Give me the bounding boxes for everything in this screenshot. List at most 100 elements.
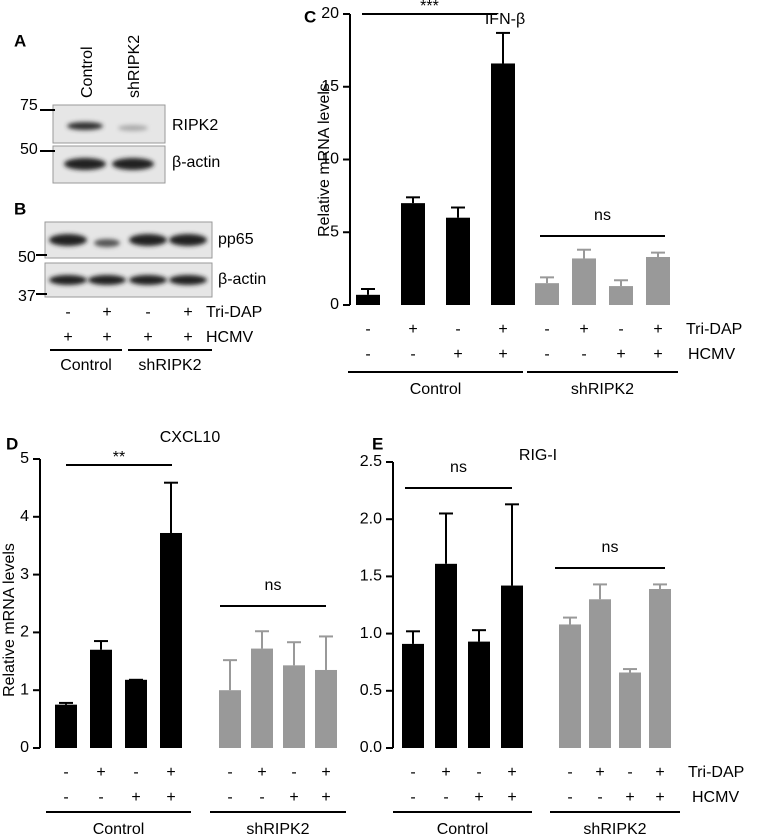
condition-sign: - bbox=[544, 346, 549, 363]
condition-label: HCMV bbox=[206, 329, 253, 346]
condition-sign: + bbox=[616, 346, 625, 363]
condition-sign: + bbox=[498, 321, 507, 338]
condition-sign: + bbox=[289, 789, 298, 806]
bar bbox=[619, 672, 641, 748]
condition-sign: + bbox=[408, 321, 417, 338]
y-tick-label: 2 bbox=[20, 624, 29, 641]
marker-label: 50 bbox=[20, 141, 38, 158]
band bbox=[129, 275, 167, 285]
condition-sign: - bbox=[291, 764, 296, 781]
condition-sign: - bbox=[145, 304, 150, 321]
bar bbox=[401, 203, 425, 305]
y-tick-label: 0.5 bbox=[360, 682, 382, 699]
chart-title: RIG-I bbox=[519, 447, 557, 464]
y-tick-label: 2.0 bbox=[360, 510, 382, 527]
condition-sign: - bbox=[410, 789, 415, 806]
bar bbox=[402, 643, 424, 748]
bar bbox=[468, 641, 490, 748]
band-label: β-actin bbox=[218, 271, 266, 288]
condition-sign: + bbox=[507, 764, 516, 781]
condition-sign: + bbox=[321, 789, 330, 806]
significance-label: ns bbox=[602, 539, 619, 556]
group-label: shRIPK2 bbox=[583, 821, 646, 838]
y-tick-label: 15 bbox=[321, 78, 339, 95]
group-label: shRIPK2 bbox=[571, 381, 634, 398]
bar bbox=[646, 256, 670, 305]
condition-sign: - bbox=[597, 789, 602, 806]
condition-label: Tri-DAP bbox=[688, 764, 744, 781]
condition-sign: + bbox=[321, 764, 330, 781]
bar bbox=[55, 704, 77, 748]
condition-sign: - bbox=[133, 764, 138, 781]
condition-sign: + bbox=[579, 321, 588, 338]
condition-sign: + bbox=[131, 789, 140, 806]
bar bbox=[446, 217, 470, 305]
condition-sign: - bbox=[63, 789, 68, 806]
chart-title: IFN-β bbox=[485, 11, 525, 28]
bar bbox=[559, 624, 581, 748]
y-tick-label: 1 bbox=[20, 681, 29, 698]
condition-sign: + bbox=[653, 346, 662, 363]
condition-sign: + bbox=[183, 329, 192, 346]
y-tick-label: 4 bbox=[20, 508, 29, 525]
panel-letter: C bbox=[304, 7, 316, 26]
condition-sign: + bbox=[507, 789, 516, 806]
condition-sign: - bbox=[476, 764, 481, 781]
bar bbox=[435, 563, 457, 748]
bar bbox=[219, 690, 241, 748]
y-tick-label: 1.5 bbox=[360, 568, 382, 585]
y-tick-label: 0 bbox=[330, 296, 339, 313]
condition-sign: + bbox=[595, 764, 604, 781]
condition-sign: + bbox=[143, 329, 152, 346]
bar bbox=[535, 283, 559, 305]
condition-sign: + bbox=[96, 764, 105, 781]
condition-sign: + bbox=[498, 346, 507, 363]
condition-sign: - bbox=[567, 789, 572, 806]
condition-sign: - bbox=[63, 764, 68, 781]
group-label: shRIPK2 bbox=[246, 821, 309, 838]
panel-letter: A bbox=[14, 31, 26, 50]
band bbox=[129, 234, 167, 246]
panel-letter: D bbox=[6, 434, 18, 453]
bar bbox=[283, 665, 305, 748]
bar bbox=[649, 588, 671, 748]
marker-label: 50 bbox=[18, 249, 36, 266]
condition-sign: + bbox=[625, 789, 634, 806]
group-label: Control bbox=[93, 821, 145, 838]
condition-label: Tri-DAP bbox=[686, 321, 742, 338]
significance-label: *** bbox=[420, 0, 439, 15]
band bbox=[94, 239, 120, 247]
condition-sign: - bbox=[567, 764, 572, 781]
chart-title: CXCL10 bbox=[160, 429, 221, 446]
group-label: Control bbox=[60, 357, 112, 374]
condition-sign: - bbox=[65, 304, 70, 321]
y-tick-label: 3 bbox=[20, 566, 29, 583]
bar bbox=[491, 63, 515, 305]
lane-label: Control bbox=[79, 46, 96, 98]
condition-sign: + bbox=[655, 764, 664, 781]
condition-sign: + bbox=[453, 346, 462, 363]
condition-sign: - bbox=[618, 321, 623, 338]
band-label: RIPK2 bbox=[172, 117, 218, 134]
band bbox=[118, 125, 148, 131]
band bbox=[88, 275, 126, 285]
lane-label: shRIPK2 bbox=[126, 35, 143, 98]
significance-label: ns bbox=[594, 207, 611, 224]
condition-sign: - bbox=[544, 321, 549, 338]
condition-sign: + bbox=[655, 789, 664, 806]
group-label: Control bbox=[437, 821, 489, 838]
condition-sign: - bbox=[98, 789, 103, 806]
band-label: β-actin bbox=[172, 154, 220, 171]
band bbox=[67, 122, 103, 130]
condition-sign: - bbox=[455, 321, 460, 338]
condition-sign: - bbox=[627, 764, 632, 781]
band bbox=[49, 275, 87, 285]
band bbox=[112, 158, 154, 170]
panel-letter: B bbox=[14, 199, 26, 218]
condition-sign: + bbox=[166, 789, 175, 806]
bar bbox=[160, 532, 182, 748]
band bbox=[64, 158, 106, 170]
significance-label: ns bbox=[450, 459, 467, 476]
y-tick-label: 2.5 bbox=[360, 453, 382, 470]
